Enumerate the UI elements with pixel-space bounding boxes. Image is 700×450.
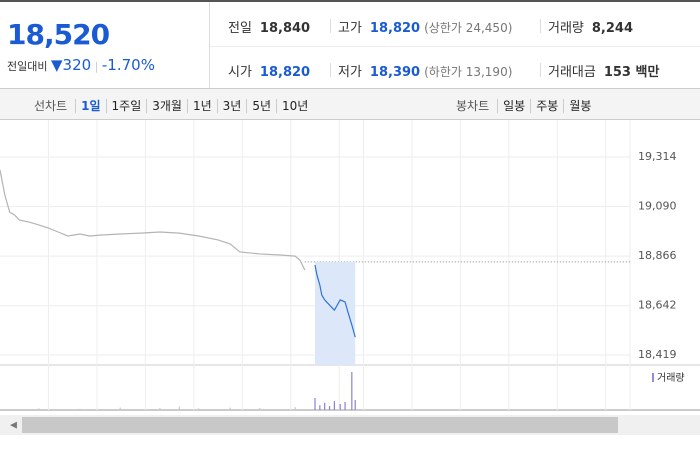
- scroll-left[interactable]: ◀: [10, 421, 17, 431]
- volume-bar: [198, 408, 200, 410]
- volume-bar: [159, 408, 161, 410]
- change-label: 전일대비: [7, 60, 48, 73]
- volume-bar: [351, 372, 353, 410]
- separator: [540, 19, 541, 33]
- period-tab[interactable]: 3개월: [146, 99, 187, 113]
- legend-label: 거래량: [657, 372, 685, 384]
- volume-bar: [294, 407, 296, 410]
- stat-value: 18,840: [259, 21, 311, 36]
- price-line: [0, 169, 306, 271]
- period-tab[interactable]: 10년: [276, 99, 314, 113]
- quote: 18,520 전일대비 ▼320 | -1.70%: [0, 2, 210, 88]
- stat: 거래량 8,244: [548, 17, 633, 36]
- volume-bar: [333, 401, 335, 410]
- period-tab[interactable]: 1주일: [105, 99, 147, 113]
- price-line: [314, 264, 356, 338]
- volume-bar: [229, 407, 231, 410]
- stat: 거래대금 153 백만: [548, 61, 659, 80]
- separator: [540, 63, 541, 77]
- summary: 18,520 전일대비 ▼320 | -1.70% 전일 18,840 고가 18,…: [0, 0, 700, 88]
- y-tick-label: 19,090: [638, 200, 677, 213]
- scroll-thumb[interactable]: [22, 417, 618, 433]
- stat: 시가 18,820: [228, 61, 310, 80]
- stat-label: 전일: [228, 21, 252, 36]
- y-tick-label: 18,642: [638, 299, 677, 312]
- period-tab[interactable]: 일봉: [497, 99, 531, 113]
- stat-label: 시가: [228, 65, 252, 80]
- period-tab[interactable]: 5년: [246, 99, 277, 113]
- stat-label: 거래량: [548, 21, 584, 36]
- volume-bar: [339, 404, 341, 410]
- separator: [330, 19, 331, 33]
- change-value: 320: [62, 56, 92, 74]
- stat-label: 고가: [338, 21, 362, 36]
- period-tab[interactable]: 1일: [75, 99, 106, 113]
- y-tick-label: 19,314: [638, 150, 677, 163]
- toolbar: 선차트 1일 1주일 3개월 1년 3년 5년 10년 봉차트 일봉 주봉 월봉: [0, 88, 700, 120]
- period-tab[interactable]: 주봉: [530, 99, 564, 113]
- volume-bar: [314, 398, 316, 410]
- volume-bar: [259, 408, 261, 410]
- stat-note: (하한가 13,190): [424, 65, 513, 79]
- period-tab[interactable]: 월봉: [563, 99, 597, 113]
- volume-bar: [319, 405, 321, 410]
- period-tab[interactable]: 3년: [216, 99, 247, 113]
- volume-bar: [79, 408, 81, 410]
- volume-bar: [354, 400, 356, 410]
- stat-label: 거래대금: [548, 65, 596, 80]
- volume-bar: [178, 406, 180, 410]
- volume-bar: [328, 406, 331, 410]
- price: 18,520: [7, 18, 110, 51]
- stat-label: 저가: [338, 65, 362, 80]
- stat-value: 153 백만: [603, 65, 660, 80]
- stat-value: 18,390: [369, 65, 421, 80]
- stat-value: 18,820: [259, 65, 311, 80]
- stat-note: (상한가 24,450): [424, 21, 513, 35]
- volume-bar: [38, 408, 40, 410]
- stat-value: 8,244: [591, 21, 634, 36]
- tab-group-label: 선차트: [34, 99, 68, 113]
- volume-bar: [324, 402, 326, 410]
- down-arrow: ▼: [50, 56, 63, 74]
- stat: 저가 18,390 (하한가 13,190): [338, 61, 512, 80]
- change: 전일대비 ▼320 | -1.70%: [7, 56, 155, 74]
- session-highlight: [315, 261, 356, 365]
- legend-swatch: [652, 373, 654, 382]
- line-tabs: 선차트 1일 1주일 3개월 1년 3년 5년 10년: [34, 97, 314, 114]
- period-tab[interactable]: 1년: [186, 99, 217, 113]
- candle-tabs: 봉차트 일봉 주봉 월봉: [456, 97, 597, 114]
- chart: ◀ 19,314 19,090 18,866 18,642 18,419 거래량: [0, 120, 700, 435]
- y-tick-label: 18,866: [638, 249, 677, 262]
- volume-bar: [119, 407, 121, 410]
- volume-bar: [344, 402, 346, 410]
- stat: 전일 18,840: [228, 17, 310, 36]
- change-rate: -1.70%: [101, 56, 155, 74]
- stat-value: 18,820: [369, 21, 421, 36]
- separator: [330, 63, 331, 77]
- stat: 고가 18,820 (상한가 24,450): [338, 17, 512, 36]
- y-tick-label: 18,419: [638, 348, 677, 361]
- divider: [210, 46, 700, 47]
- tab-group-label: 봉차트: [456, 99, 490, 113]
